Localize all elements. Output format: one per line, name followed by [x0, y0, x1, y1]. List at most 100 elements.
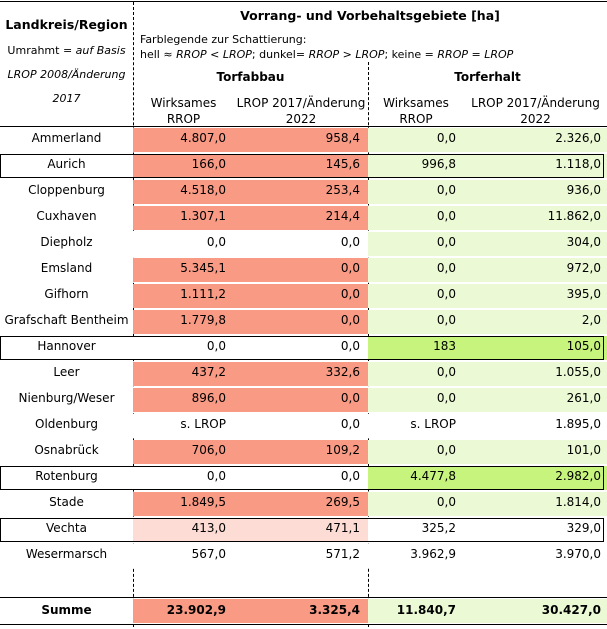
- cell-shading: [234, 284, 368, 308]
- total-row: Summe 23.902,9 3.325,4 11.840,7 30.427,0: [0, 599, 607, 623]
- row-region-name: Emsland: [40, 261, 93, 275]
- col2-header-line1: LROP 2017/Änderung: [236, 96, 366, 110]
- cell-shading: [464, 518, 607, 542]
- cell-shading: [133, 414, 234, 438]
- row-value-2: 471,1: [325, 521, 360, 535]
- table-row: Gifhorn 1.111,2 0,0 0,0 395,0: [0, 283, 607, 309]
- row-region-name: Cuxhaven: [36, 209, 97, 223]
- row-value-4: 395,0: [566, 287, 601, 301]
- cell-shading: [368, 180, 464, 204]
- total-v3: 11.840,7: [396, 603, 456, 617]
- row-value-2: 958,4: [325, 131, 360, 145]
- cell-shading: [234, 258, 368, 282]
- row-value-4: 1.895,0: [555, 417, 601, 431]
- cell-shading: [133, 362, 234, 386]
- row-value-3: 0,0: [436, 287, 456, 301]
- total-cell-bg4: [464, 599, 607, 623]
- row-value-3: 0,0: [436, 391, 456, 405]
- cell-shading: [234, 440, 368, 464]
- row-value-3: 0,0: [436, 235, 456, 249]
- cell-shading: [368, 544, 464, 568]
- total-cell-bg1: [133, 599, 234, 623]
- col1-header-line2: RROP: [166, 112, 201, 126]
- legend-none-label: ; keine =: [384, 48, 438, 61]
- row-region-name: Nienburg/Weser: [18, 391, 115, 405]
- cell-shading: [464, 492, 607, 516]
- table-row: Emsland 5.345,1 0,0 0,0 972,0: [0, 257, 607, 283]
- cell-shading: [234, 414, 368, 438]
- table-row: Grafschaft Bentheim 1.779,8 0,0 0,0 2,0: [0, 309, 607, 335]
- row-region-name: Grafschaft Bentheim: [4, 313, 129, 327]
- row-value-2: 0,0: [340, 261, 360, 275]
- row-value-1: 896,0: [191, 391, 226, 405]
- cell-shading: [368, 414, 464, 438]
- cell-shading: [464, 206, 607, 230]
- table-row: Ammerland 4.807,0 958,4 0,0 2.326,0: [0, 127, 607, 153]
- row-value-1: 5.345,1: [180, 261, 226, 275]
- cell-shading: [464, 128, 607, 152]
- row-value-4: 1.814,0: [555, 495, 601, 509]
- col2-header: LROP 2017/Änderung 2022: [234, 95, 368, 127]
- col3-header-line1: Wirksames: [383, 96, 449, 110]
- cell-shading: [464, 544, 607, 568]
- cell-shading: [133, 180, 234, 204]
- row-value-1: 1.307,1: [180, 209, 226, 223]
- top-rule: [0, 1, 607, 2]
- row-value-2: 0,0: [340, 391, 360, 405]
- group-torferhalt-header: Torferhalt: [454, 70, 521, 84]
- col4-header: LROP 2017/Änderung 2022: [464, 95, 607, 127]
- cell-shading: [234, 180, 368, 204]
- row-value-1: 166,0: [191, 157, 226, 171]
- table-row: Cuxhaven 1.307,1 214,4 0,0 11.862,0: [0, 205, 607, 231]
- table-row: Hannover 0,0 0,0 183 105,0: [0, 335, 607, 361]
- table-row: Rotenburg 0,0 0,0 4.477,8 2.982,0: [0, 465, 607, 491]
- row-value-2: 214,4: [325, 209, 360, 223]
- row-value-1: 0,0: [206, 469, 226, 483]
- legend-line1: Farblegende zur Schattierung:: [140, 33, 307, 46]
- row-value-4: 936,0: [566, 183, 601, 197]
- cell-shading: [234, 466, 368, 490]
- row-value-4: 2.982,0: [555, 469, 601, 483]
- row-value-1: 1.779,8: [180, 313, 226, 327]
- row-value-1: 1.111,2: [180, 287, 226, 301]
- cell-shading: [133, 284, 234, 308]
- row-value-3: 0,0: [436, 183, 456, 197]
- legend-none-rule: RROP = LROP: [437, 48, 514, 61]
- row-value-3: 325,2: [421, 521, 456, 535]
- total-cell-bg2: [234, 599, 368, 623]
- row-value-3: s. LROP: [410, 417, 456, 431]
- cell-shading: [368, 440, 464, 464]
- row-region-name: Rotenburg: [35, 469, 98, 483]
- table-row: Osnabrück 706,0 109,2 0,0 101,0: [0, 439, 607, 465]
- cell-shading: [234, 154, 368, 178]
- row-value-3: 4.477,8: [410, 469, 456, 483]
- row-value-2: 571,2: [325, 547, 360, 561]
- row-value-4: 1.118,0: [555, 157, 601, 171]
- row-region-name: Ammerland: [31, 131, 102, 145]
- cell-shading: [368, 362, 464, 386]
- cell-shading: [133, 544, 234, 568]
- cell-shading: [368, 258, 464, 282]
- cell-shading: [464, 258, 607, 282]
- row-value-4: 1.055,0: [555, 365, 601, 379]
- cell-shading: [368, 310, 464, 334]
- row-value-2: 253,4: [325, 183, 360, 197]
- total-v2: 3.325,4: [309, 603, 360, 617]
- row-value-3: 0,0: [436, 261, 456, 275]
- row-value-2: 0,0: [340, 469, 360, 483]
- col3-header: Wirksames RROP: [368, 95, 464, 127]
- row-value-1: 437,2: [191, 365, 226, 379]
- col2-header-line2: 2022: [285, 112, 317, 126]
- frame-note-prefix: Umrahmt =: [7, 44, 76, 57]
- row-value-1: 1.849,5: [180, 495, 226, 509]
- row-value-2: 0,0: [340, 287, 360, 301]
- frame-box: [0, 518, 604, 542]
- frame-note-line1: Umrahmt = auf Basis: [0, 44, 133, 57]
- row-value-1: 0,0: [206, 235, 226, 249]
- row-value-1: 706,0: [191, 443, 226, 457]
- row-region-name: Oldenburg: [35, 417, 98, 431]
- cell-shading: [368, 388, 464, 412]
- col1-header-line1: Wirksames: [150, 96, 217, 110]
- total-cell-bg3: [368, 599, 464, 623]
- cell-shading: [234, 128, 368, 152]
